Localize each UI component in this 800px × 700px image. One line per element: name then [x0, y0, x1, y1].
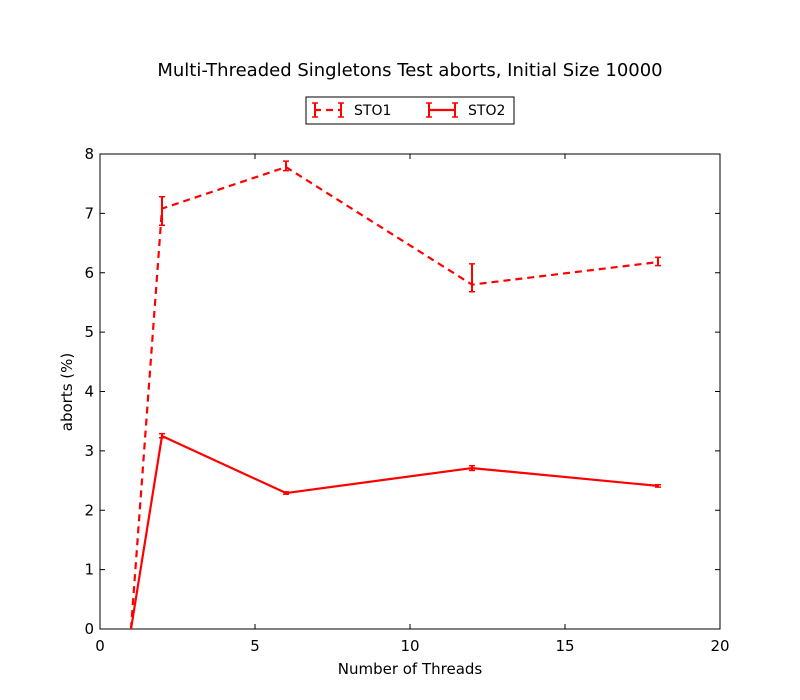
series-sto1: [129, 160, 661, 630]
legend-label: STO1: [354, 103, 391, 119]
legend-entry-sto2: STO2: [426, 102, 505, 119]
x-tick-label: 10: [400, 637, 419, 655]
x-tick-label: 0: [95, 637, 105, 655]
x-tick-label: 20: [710, 637, 729, 655]
error-bar: [469, 464, 475, 472]
plot-area: 0 5 10 15 20 0 1 2 3 4 5 6 7 8: [84, 145, 729, 655]
y-tick-label: 3: [84, 442, 94, 460]
y-tick-label: 1: [84, 561, 94, 579]
series-sto2: [129, 432, 661, 630]
y-tick-label: 4: [84, 383, 94, 401]
error-bar: [283, 491, 289, 495]
error-bar: [159, 432, 165, 439]
error-bar: [159, 196, 165, 226]
y-tick-label: 0: [84, 620, 94, 638]
error-bar: [469, 263, 475, 293]
series-line-sto2: [129, 434, 659, 630]
legend-label: STO2: [468, 103, 505, 119]
chart-title: Multi-Threaded Singletons Test aborts, I…: [157, 60, 662, 81]
x-tick-label: 15: [555, 637, 574, 655]
y-axis-label: aborts (%): [58, 353, 76, 431]
x-tick-label: 5: [250, 637, 260, 655]
series-line-sto1: [129, 165, 659, 630]
x-axis-label: Number of Threads: [338, 660, 483, 678]
legend: STO1 STO2: [305, 96, 515, 125]
y-tick-label: 6: [84, 264, 94, 282]
error-bar: [283, 160, 289, 172]
y-tick-label: 7: [84, 204, 94, 222]
axes-frame: [99, 153, 721, 630]
y-tick-label: 5: [84, 323, 94, 341]
error-bar: [655, 256, 661, 267]
legend-entry-sto1: STO1: [312, 102, 391, 119]
y-tick-label: 2: [84, 501, 94, 519]
error-bar: [655, 483, 661, 488]
y-tick-label: 8: [84, 145, 94, 163]
